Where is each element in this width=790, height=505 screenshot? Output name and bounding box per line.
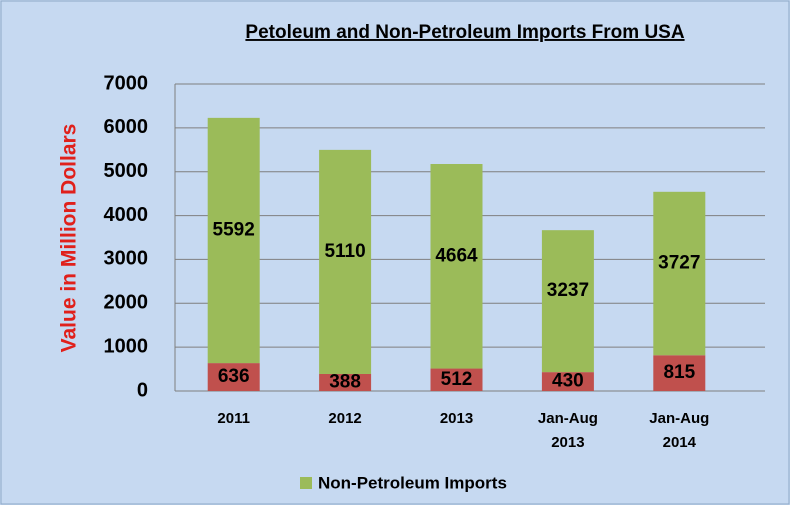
data-label: 815	[663, 362, 695, 383]
bar-segment	[653, 191, 706, 356]
x-tick-label: Jan-Aug 2014	[649, 410, 710, 451]
x-tick-label: 2013	[439, 410, 474, 427]
y-tick-label: 6000	[104, 116, 149, 138]
x-tick-label: 2011	[217, 410, 250, 427]
bar-segment	[319, 373, 372, 391]
bar-segment	[653, 355, 706, 391]
x-tick-label: Jan-Aug 2013	[537, 410, 598, 451]
legend-swatch	[300, 477, 312, 489]
bar-segment	[430, 368, 483, 391]
bar-segment	[319, 149, 372, 374]
y-tick-label: 1000	[104, 335, 149, 357]
bar-segment	[207, 117, 260, 364]
data-label: 3237	[547, 280, 589, 301]
chart-title: Petoleum and Non-Petroleum Imports From …	[245, 22, 684, 43]
y-tick-label: 3000	[104, 248, 149, 270]
y-tick-label: 7000	[104, 72, 149, 94]
x-tick-label: 2012	[328, 410, 362, 427]
data-label: 512	[441, 369, 473, 390]
data-label: 5110	[324, 241, 365, 262]
legend-label: Non-Petroleum Imports	[318, 473, 507, 492]
data-label: 636	[218, 366, 250, 387]
y-tick-label: 2000	[104, 292, 149, 314]
bar-segment	[430, 163, 483, 369]
data-label: 3727	[658, 253, 700, 274]
y-tick-label: 0	[137, 379, 148, 401]
bar-segment	[541, 230, 594, 373]
bar-segment	[207, 363, 260, 391]
data-label: 430	[552, 371, 584, 392]
data-label: 4664	[435, 245, 478, 266]
y-axis-label: Value in Million Dollars	[58, 124, 81, 353]
y-tick-label: 4000	[104, 204, 149, 226]
bar-segment	[541, 372, 594, 391]
y-tick-label: 5000	[104, 160, 149, 182]
data-label: 388	[329, 372, 361, 393]
data-label: 5592	[213, 219, 255, 240]
